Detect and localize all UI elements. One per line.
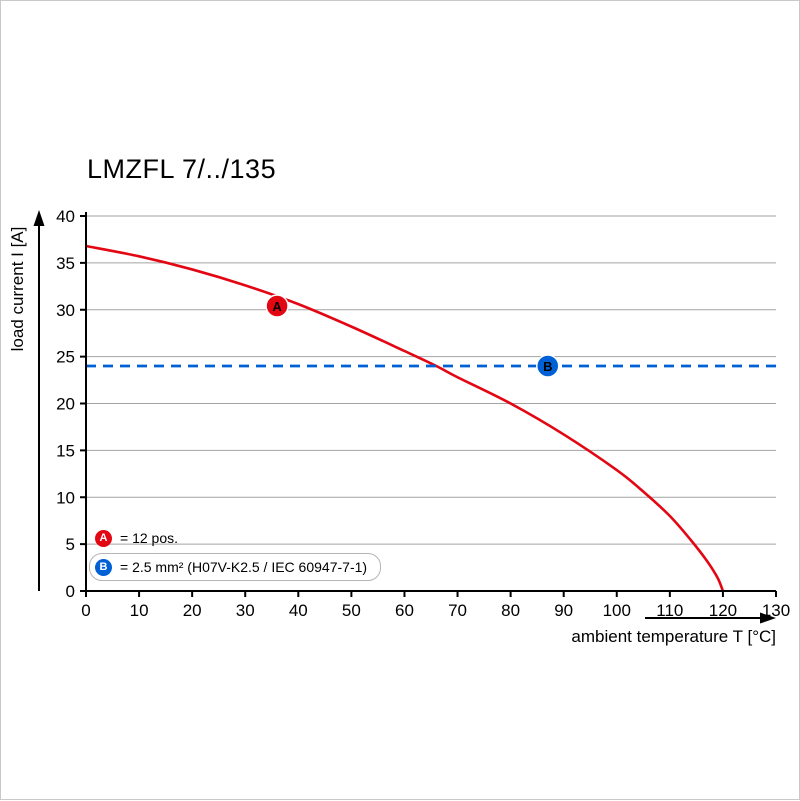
y-tick-label: 0	[66, 582, 75, 601]
y-tick-label: 15	[56, 441, 75, 460]
legend-item-a: A = 12 pos.	[95, 526, 381, 550]
x-tick-label: 100	[603, 601, 631, 620]
x-tick-label: 10	[130, 601, 149, 620]
x-tick-label: 90	[554, 601, 573, 620]
y-tick-label: 10	[56, 488, 75, 507]
x-axis-title: ambient temperature T [°C]	[571, 627, 776, 646]
series-a-marker-icon: A	[95, 529, 112, 547]
y-tick-label: 40	[56, 207, 75, 226]
x-tick-label: 130	[762, 601, 790, 620]
chart-legend: A = 12 pos. B = 2.5 mm² (H07V-K2.5 / IEC…	[89, 526, 382, 581]
series-a-curve	[85, 244, 725, 592]
x-tick-label: 70	[448, 601, 467, 620]
y-axis-title: load current I [A]	[8, 227, 27, 352]
y-tick-label: 20	[56, 395, 75, 414]
x-tick-label: 50	[342, 601, 361, 620]
x-tick-label: 120	[709, 601, 737, 620]
y-tick-label: 25	[56, 348, 75, 367]
x-axis-arrowhead-icon	[760, 612, 776, 624]
y-tick-label: 35	[56, 254, 75, 273]
legend-item-b: B = 2.5 mm² (H07V-K2.5 / IEC 60947-7-1)	[89, 553, 382, 581]
y-axis-arrowhead-icon	[33, 210, 45, 226]
legend-label-b: = 2.5 mm² (H07V-K2.5 / IEC 60947-7-1)	[120, 559, 368, 575]
y-tick-label: 5	[66, 535, 75, 554]
chart-title: LMZFL 7/../135	[87, 154, 277, 184]
x-tick-label: 80	[501, 601, 520, 620]
x-tick-label: 20	[183, 601, 202, 620]
marker-a-icon	[265, 294, 289, 318]
x-tick-label: 40	[289, 601, 308, 620]
x-tick-label: 60	[395, 601, 414, 620]
marker-b-icon	[536, 354, 560, 378]
x-tick-label: 110	[656, 601, 683, 620]
series-b-marker-icon: B	[95, 558, 112, 576]
y-tick-label: 30	[56, 301, 75, 320]
marker-a-label: A	[272, 299, 282, 314]
legend-label-a: = 12 pos.	[120, 530, 178, 546]
x-tick-label: 0	[81, 601, 90, 620]
marker-b-label: B	[543, 359, 552, 374]
x-tick-label: 30	[236, 601, 255, 620]
